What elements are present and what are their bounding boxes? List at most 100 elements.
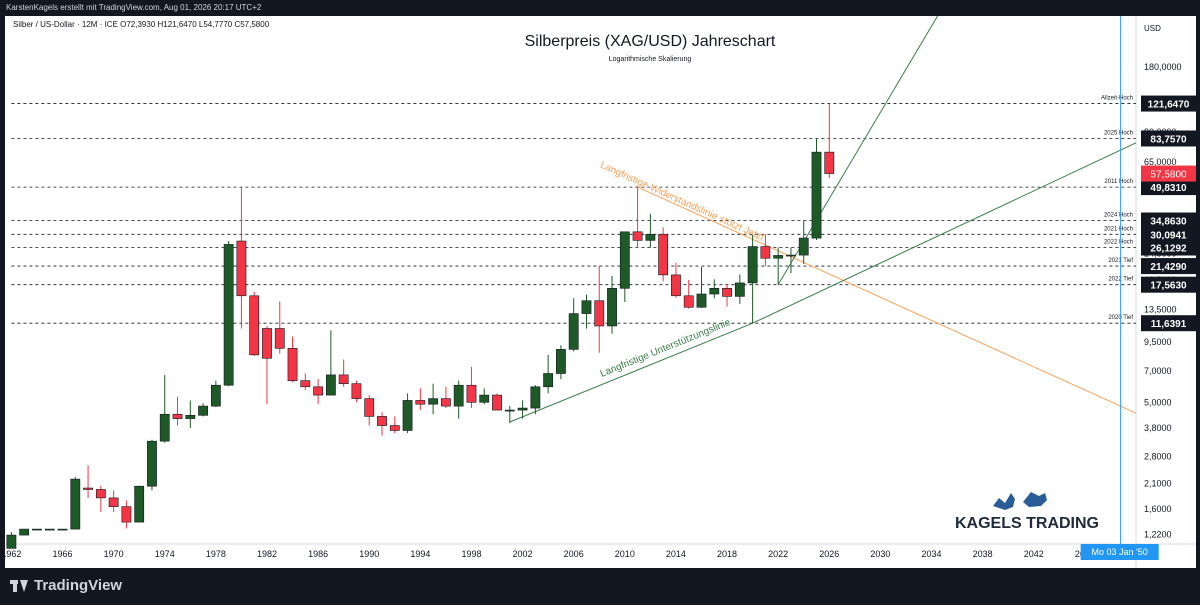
candle-body [159,413,170,442]
candle-body [325,374,336,396]
price-level-value: 34,8630 [1150,217,1187,228]
candle-body [530,386,541,409]
candle-body [811,151,822,239]
current-price-box [1141,165,1196,182]
candle-body [786,254,796,257]
price-level-box [1141,258,1196,275]
price-level-box [1141,212,1196,229]
candle-body [338,374,349,384]
candle-body [389,425,400,431]
price-axis-tick: 2,8000 [1144,452,1172,462]
price-axis-currency: USD [1144,24,1161,33]
candle-body [479,394,490,403]
time-axis-tick: 2042 [1024,549,1044,559]
time-axis-tick: 2018 [717,549,737,559]
time-axis-tick: 1962 [5,549,21,559]
candle-body [696,293,707,308]
price-level-value: 30,0941 [1150,230,1187,241]
time-axis-tick: 1986 [308,549,328,559]
trendline [637,186,1136,414]
price-level-value: 11,6391 [1151,319,1187,330]
time-axis-tick: 2038 [973,549,993,559]
time-axis-tick: 2022 [768,549,788,559]
candle-body [351,383,362,399]
current-price-value: 57,5800 [1150,170,1187,181]
candle-body [236,240,247,297]
candle-body [121,506,132,523]
candle-body [632,231,643,241]
candle-body [402,400,413,431]
time-axis-tick: 1982 [257,549,277,559]
candle-body [95,489,106,499]
candle-body [798,237,809,256]
candle-body [671,274,681,297]
candle-body [377,416,387,426]
price-level-name: 2011 Hoch [1104,179,1133,185]
candle-body [517,407,528,411]
price-level-box [1141,130,1196,147]
time-axis-tick: 1998 [461,549,481,559]
price-level-value: 21,4290 [1150,262,1187,273]
candle-body [32,528,42,531]
time-axis-tick: 2010 [615,549,635,559]
candle-body [658,233,669,276]
price-axis-tick: 9,5000 [1144,337,1172,347]
candle-body [415,400,426,405]
symbol-ohlc-line: Silber / US-Dollar · 12M · ICE O72,3930 … [13,20,270,29]
kagels-trading-wordmark: KAGELS TRADING [955,515,1099,532]
price-level-value: 49,8310 [1150,183,1187,194]
candle-body [44,528,55,531]
price-axis-tick: 1,2200 [1144,529,1172,539]
price-level-value: 121,6470 [1148,100,1190,111]
price-level-name: 2024 Hoch [1104,213,1133,219]
candle-body [249,295,260,356]
price-level-box [1141,239,1196,256]
candle-body [300,380,311,388]
candle-body [57,528,68,531]
price-axis-tick: 65,0000 [1144,157,1177,167]
time-axis-tick: 1974 [155,549,175,559]
candle-body [466,384,477,403]
price-axis-tick: 3,8000 [1144,423,1172,433]
candle-body [568,313,579,350]
candle-body [147,440,157,487]
candle-body [504,409,515,412]
price-level-box [1141,226,1196,243]
price-axis-tick: 1,6000 [1144,504,1172,514]
support-line-label: Langfristige Unterstützungslinie [599,317,733,380]
candle-body [709,287,720,295]
price-level-name: 2025 Hoch [1104,130,1133,136]
price-level-box [1141,95,1196,112]
candle-body [453,384,464,407]
time-axis-tick: 2026 [819,549,839,559]
candle-body [313,386,324,396]
price-axis-tick: 2,1000 [1144,478,1172,488]
candle-body [262,328,272,359]
time-axis-tick: 2002 [513,549,533,559]
candle-body [492,394,502,411]
candle-body [19,528,30,536]
tradingview-logo[interactable]: TradingView [10,577,122,594]
crosshair-date-box [1080,544,1159,560]
trendline [752,142,1136,324]
candle-body [223,244,234,386]
candle-body [70,478,81,530]
candle-body [581,300,592,314]
tradingview-logo-icon [10,579,28,592]
footer-bar: TradingView [0,568,1200,605]
time-axis-tick: 1966 [52,549,72,559]
price-axis-tick: 180,0000 [1144,62,1182,72]
candle-body [364,398,375,417]
chart-area[interactable]: Silber / US-Dollar · 12M · ICE O72,3930 … [5,16,1196,568]
candle-body [773,255,784,259]
candle-body [556,349,566,374]
candle-body [543,373,554,388]
time-axis-tick: 1990 [359,549,379,559]
candle-body [83,487,93,490]
credit-text: KarstenKagels erstellt mit TradingView.c… [6,3,262,12]
candle-body [108,497,119,507]
candle-body [760,246,771,259]
price-chart[interactable]: Silberpreis (XAG/USD) Jahreschart Logarit… [5,16,1196,568]
price-level-value: 83,7570 [1150,134,1187,145]
candle-body [198,405,208,416]
